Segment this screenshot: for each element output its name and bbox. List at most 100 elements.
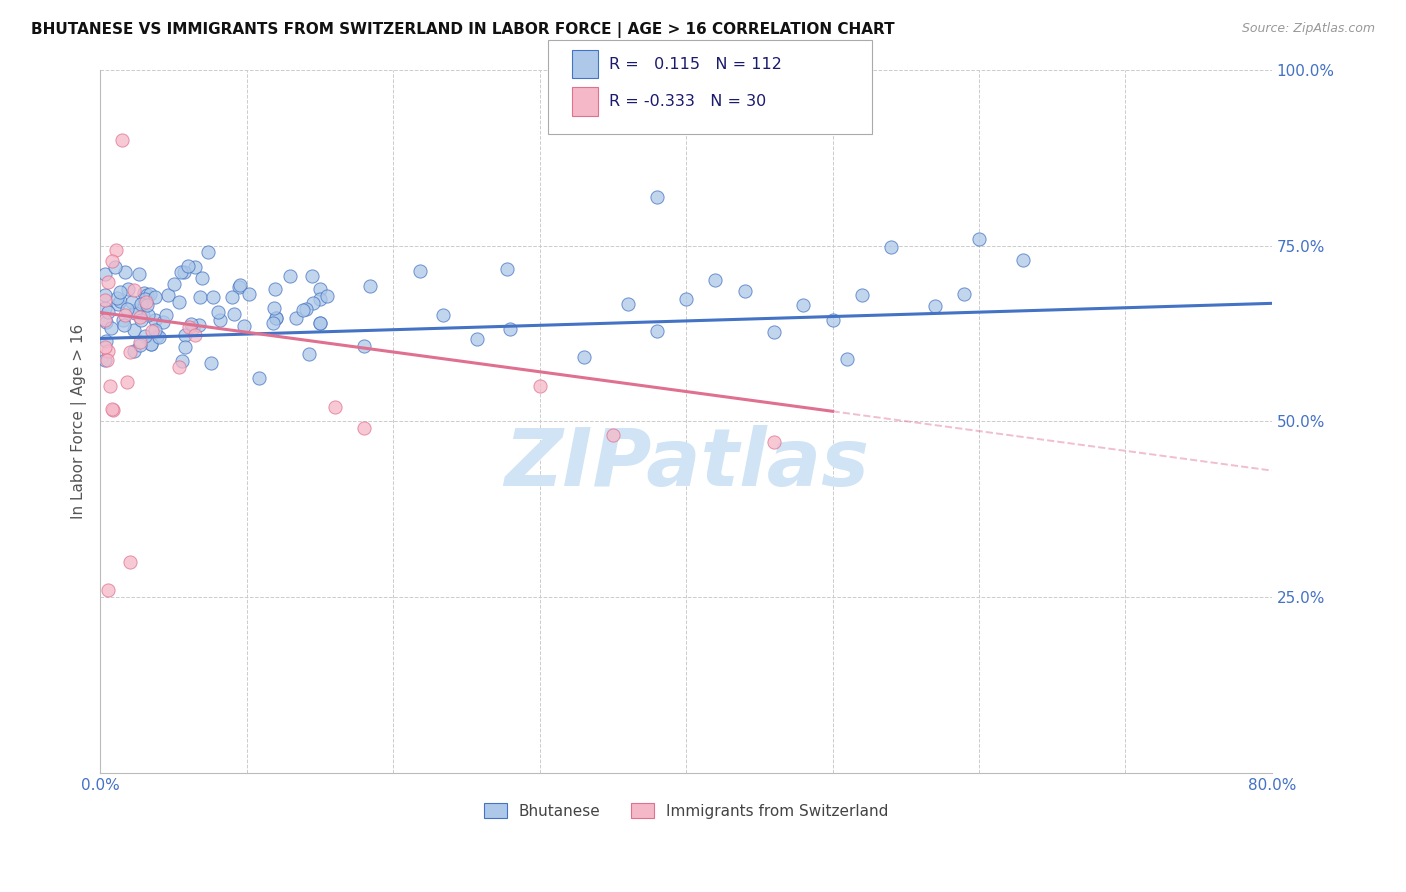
- Point: [309, 316, 332, 330]
- Point: [143, 313, 166, 327]
- Point: [572, 351, 595, 365]
- Point: [104, 260, 127, 274]
- Point: [124, 302, 146, 317]
- Point: [292, 302, 315, 317]
- Point: [129, 297, 152, 311]
- Point: [409, 264, 432, 278]
- Point: [315, 289, 337, 303]
- Point: [221, 290, 243, 304]
- Point: [197, 245, 219, 260]
- Point: [228, 279, 250, 293]
- Y-axis label: In Labor Force | Age > 16: In Labor Force | Age > 16: [72, 324, 87, 519]
- Point: [173, 328, 195, 343]
- Point: [136, 308, 159, 322]
- Point: [323, 401, 346, 415]
- Point: [124, 344, 146, 359]
- Point: [97, 343, 120, 358]
- Point: [837, 352, 859, 367]
- Legend: Bhutanese, Immigrants from Switzerland: Bhutanese, Immigrants from Switzerland: [478, 797, 894, 825]
- Point: [763, 325, 786, 339]
- Point: [94, 288, 117, 302]
- Point: [298, 346, 321, 360]
- Point: [122, 323, 145, 337]
- Point: [191, 270, 214, 285]
- Point: [141, 337, 163, 351]
- Point: [183, 260, 205, 274]
- Text: Source: ZipAtlas.com: Source: ZipAtlas.com: [1241, 22, 1375, 36]
- Point: [94, 334, 117, 348]
- Point: [263, 301, 285, 316]
- Point: [94, 353, 117, 368]
- Point: [148, 330, 170, 344]
- Point: [432, 308, 454, 322]
- Point: [97, 275, 120, 289]
- Point: [143, 290, 166, 304]
- Point: [359, 278, 381, 293]
- Point: [98, 379, 121, 393]
- Point: [167, 359, 190, 374]
- Point: [233, 319, 256, 334]
- Point: [967, 232, 990, 246]
- Point: [184, 328, 207, 343]
- Point: [180, 317, 202, 331]
- Point: [499, 322, 522, 336]
- Point: [156, 288, 179, 302]
- Point: [616, 296, 638, 310]
- Point: [763, 435, 786, 450]
- Point: [152, 315, 174, 329]
- Point: [247, 371, 270, 385]
- Point: [129, 310, 152, 324]
- Point: [309, 316, 332, 330]
- Point: [821, 313, 844, 327]
- Point: [105, 291, 128, 305]
- Text: ZIPatlas: ZIPatlas: [503, 425, 869, 502]
- Point: [128, 268, 150, 282]
- Point: [529, 379, 551, 393]
- Point: [117, 375, 139, 389]
- Point: [146, 329, 169, 343]
- Point: [143, 323, 166, 337]
- Point: [117, 301, 139, 316]
- Point: [285, 310, 308, 325]
- Point: [100, 321, 122, 335]
- Point: [301, 269, 323, 284]
- Point: [302, 295, 325, 310]
- Point: [266, 311, 288, 326]
- Point: [114, 265, 136, 279]
- Point: [309, 282, 332, 296]
- Point: [141, 337, 163, 351]
- Point: [107, 296, 129, 310]
- Point: [183, 320, 205, 334]
- Point: [602, 428, 624, 442]
- Point: [96, 352, 118, 367]
- Point: [128, 338, 150, 352]
- Point: [264, 282, 287, 296]
- Point: [924, 299, 946, 313]
- Point: [135, 295, 157, 310]
- Text: BHUTANESE VS IMMIGRANTS FROM SWITZERLAND IN LABOR FORCE | AGE > 16 CORRELATION C: BHUTANESE VS IMMIGRANTS FROM SWITZERLAND…: [31, 22, 894, 38]
- Point: [163, 277, 186, 292]
- Point: [309, 293, 332, 307]
- Point: [108, 294, 131, 309]
- Point: [294, 301, 316, 316]
- Point: [112, 313, 135, 327]
- Point: [262, 316, 284, 330]
- Point: [208, 313, 231, 327]
- Point: [179, 320, 201, 334]
- Point: [880, 240, 903, 254]
- Point: [136, 298, 159, 312]
- Point: [851, 287, 873, 301]
- Point: [278, 269, 301, 284]
- Point: [94, 301, 117, 315]
- Point: [97, 582, 120, 597]
- Text: R =   0.115   N = 112: R = 0.115 N = 112: [609, 57, 782, 71]
- Point: [704, 273, 727, 287]
- Point: [792, 298, 814, 312]
- Point: [122, 284, 145, 298]
- Point: [108, 285, 131, 299]
- Point: [129, 313, 152, 327]
- Point: [201, 290, 224, 304]
- Point: [176, 259, 198, 273]
- Point: [465, 332, 488, 346]
- Point: [135, 287, 157, 301]
